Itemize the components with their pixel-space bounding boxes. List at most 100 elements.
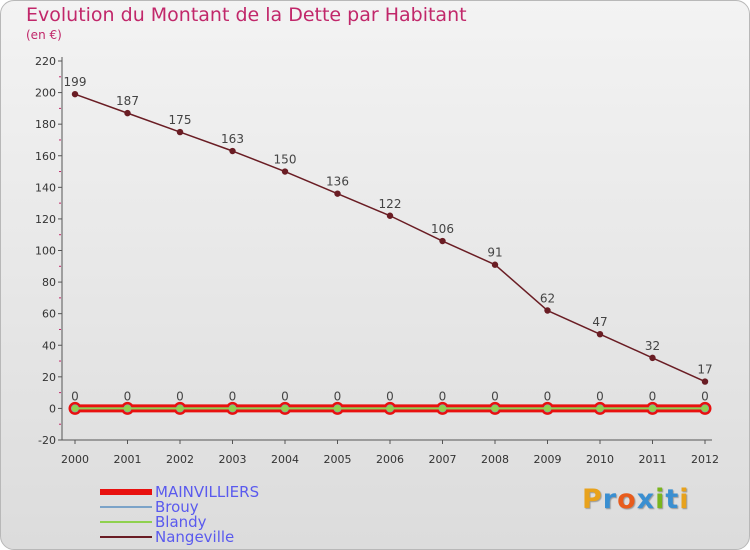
data-label-blandy: 0 xyxy=(229,389,237,403)
data-label-nangeville: 163 xyxy=(221,132,244,146)
y-tick-label: 80 xyxy=(42,276,56,289)
y-tick-label: 40 xyxy=(42,339,56,352)
data-label-nangeville: 47 xyxy=(592,315,607,329)
y-axis-ticks: -20 0 20 40 60 80 100 120 140 160 180 200 220 xyxy=(35,55,62,447)
x-tick-label: 2002 xyxy=(166,453,194,466)
data-label-blandy: 0 xyxy=(439,389,447,403)
chart-legend: MAINVILLIERS Brouy Blandy Nangeville xyxy=(100,483,320,546)
data-point-nangeville xyxy=(491,261,499,268)
x-tick-label: 2008 xyxy=(481,453,509,466)
series-layer xyxy=(68,90,712,415)
logo-letter: x xyxy=(636,484,656,515)
legend-swatch xyxy=(100,521,152,523)
y-tick-label: 60 xyxy=(42,308,56,321)
legend-item-mainvilliers: MAINVILLIERS xyxy=(100,483,320,501)
data-label-nangeville: 17 xyxy=(697,363,712,377)
y-tick-label: 100 xyxy=(35,245,56,258)
data-label-blandy: 0 xyxy=(491,389,499,403)
data-label-nangeville: 32 xyxy=(645,339,660,353)
y-tick-label: 180 xyxy=(35,118,56,131)
data-label-blandy: 0 xyxy=(176,389,184,403)
data-label-nangeville: 136 xyxy=(326,175,349,189)
data-point-blandy xyxy=(596,404,604,412)
chart-axes xyxy=(61,57,712,441)
y-tick-label: 140 xyxy=(35,181,56,194)
logo-letter: r xyxy=(602,484,618,515)
data-label-blandy: 0 xyxy=(334,389,342,403)
logo-letter: i xyxy=(655,484,666,515)
legend-swatch xyxy=(100,506,152,508)
y-tick-label: 0 xyxy=(49,402,56,415)
data-point-blandy xyxy=(439,404,446,412)
logo-letter: P xyxy=(582,484,603,515)
data-point-nangeville xyxy=(71,90,79,98)
data-label-blandy: 0 xyxy=(544,389,552,403)
data-label-blandy: 0 xyxy=(281,389,289,403)
x-tick-label: 2007 xyxy=(429,453,457,466)
x-tick-label: 2011 xyxy=(639,453,667,466)
legend-item-brouy: Brouy xyxy=(100,498,320,516)
data-label-nangeville: 150 xyxy=(274,153,297,167)
legend-label: Brouy xyxy=(155,498,199,516)
legend-label: MAINVILLIERS xyxy=(155,483,260,501)
data-point-blandy xyxy=(701,404,709,412)
x-tick-label: 2006 xyxy=(376,453,404,466)
y-tick-label: 220 xyxy=(35,55,56,68)
logo-letter: o xyxy=(617,484,637,515)
x-tick-label: 2003 xyxy=(219,453,247,466)
data-point-blandy xyxy=(229,404,236,412)
x-tick-label: 2004 xyxy=(271,453,299,466)
chart-unit-label: (en €) xyxy=(26,28,62,42)
legend-item-nangeville: Nangeville xyxy=(100,528,320,546)
data-label-nangeville: 175 xyxy=(169,113,192,127)
y-tick-label: -20 xyxy=(38,434,56,447)
data-point-blandy xyxy=(124,404,131,412)
data-labels-layer: 0 0 0 0 0 0 0 0 0 0 0 0 0 199 187 175 163 150 136 122 106 91 6… xyxy=(64,75,713,403)
series-line-nangeville xyxy=(74,93,706,383)
data-label-nangeville: 106 xyxy=(431,222,454,236)
x-tick-label: 2005 xyxy=(324,453,352,466)
chart-title: Evolution du Montant de la Dette par Hab… xyxy=(26,4,467,26)
data-label-blandy: 0 xyxy=(386,389,394,403)
legend-item-blandy: Blandy xyxy=(100,513,320,531)
x-axis-ticks: 2000 2001 2002 2003 2004 2005 2006 2007 2008 2009… xyxy=(61,440,719,466)
data-label-nangeville: 122 xyxy=(379,197,402,211)
legend-swatch xyxy=(100,536,152,538)
data-point-blandy xyxy=(386,404,394,412)
data-label-nangeville: 199 xyxy=(64,75,87,89)
data-point-nangeville xyxy=(649,354,656,362)
logo-letter: i xyxy=(679,484,690,515)
logo-letter: t xyxy=(665,484,680,515)
x-tick-label: 2001 xyxy=(114,453,142,466)
y-tick-label: 120 xyxy=(35,213,56,226)
data-point-nangeville xyxy=(596,330,604,338)
data-label-blandy: 0 xyxy=(71,389,79,403)
data-point-nangeville xyxy=(544,307,551,314)
data-label-blandy: 0 xyxy=(701,389,709,403)
legend-swatch xyxy=(100,489,152,495)
data-point-nangeville xyxy=(334,190,341,197)
legend-label: Blandy xyxy=(155,513,207,531)
proxiti-logo: Proxiti xyxy=(582,484,690,515)
y-tick-label: 200 xyxy=(35,87,56,100)
x-tick-label: 2009 xyxy=(534,453,562,466)
y-tick-label: 160 xyxy=(35,150,56,163)
data-point-nangeville xyxy=(701,378,709,385)
x-tick-label: 2012 xyxy=(691,453,719,466)
data-point-blandy xyxy=(334,404,341,412)
data-label-nangeville: 91 xyxy=(487,246,502,260)
data-label-nangeville: 187 xyxy=(116,94,139,108)
data-point-blandy xyxy=(281,404,289,412)
data-point-blandy xyxy=(544,404,551,412)
data-point-nangeville xyxy=(386,212,394,219)
data-point-nangeville xyxy=(229,147,236,155)
y-tick-label: 20 xyxy=(42,371,56,384)
data-point-nangeville xyxy=(281,168,289,175)
data-point-blandy xyxy=(71,404,79,412)
data-point-blandy xyxy=(649,404,656,412)
data-point-nangeville xyxy=(124,109,131,117)
x-tick-label: 2000 xyxy=(61,453,89,466)
data-label-blandy: 0 xyxy=(124,389,132,403)
